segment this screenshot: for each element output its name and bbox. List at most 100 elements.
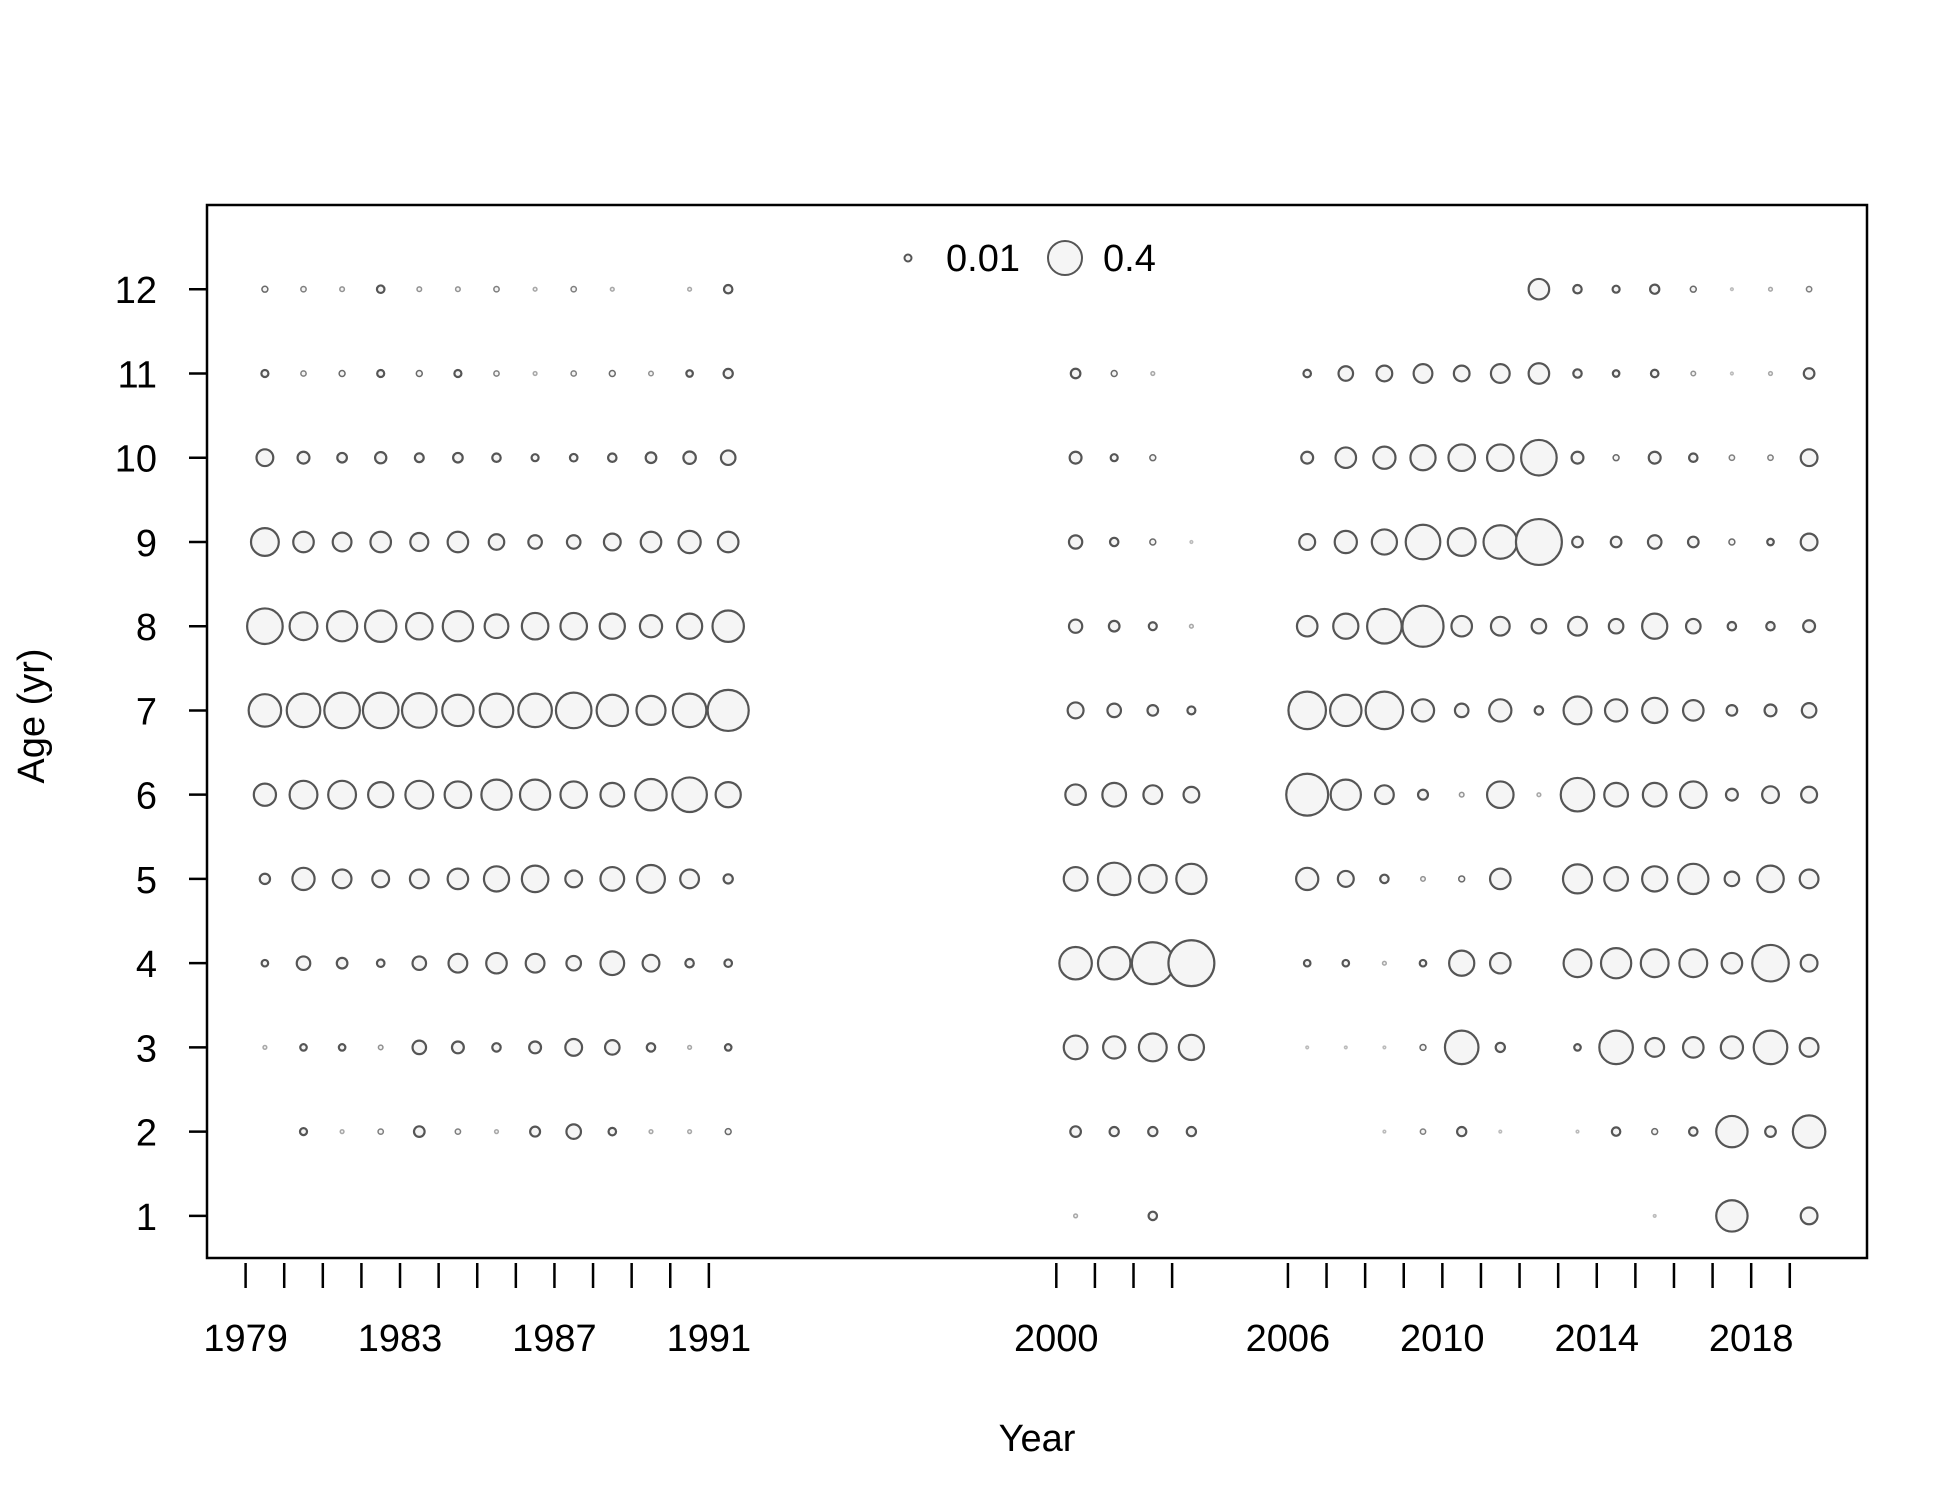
bubble-marker bbox=[1064, 783, 1087, 807]
x-tick-label: 2018 bbox=[1709, 1318, 1794, 1360]
bubble-marker bbox=[1295, 614, 1319, 638]
bubble-marker bbox=[255, 448, 275, 468]
bubble-marker bbox=[1527, 277, 1551, 301]
bubble-marker bbox=[1561, 863, 1594, 895]
bubble-marker bbox=[1609, 535, 1623, 549]
bubble-marker bbox=[1149, 453, 1157, 462]
y-tick-label: 9 bbox=[136, 523, 157, 565]
bubble-marker bbox=[568, 452, 579, 463]
bubble-marker bbox=[482, 865, 511, 893]
bubble-marker bbox=[1799, 1206, 1819, 1226]
bubble-marker bbox=[1366, 607, 1403, 645]
y-tick-label: 1 bbox=[136, 1197, 157, 1239]
bubble-marker bbox=[400, 692, 438, 729]
bubble-marker bbox=[1137, 863, 1168, 894]
bubble-marker bbox=[1572, 368, 1583, 379]
bubble-marker bbox=[285, 692, 322, 729]
bubble-marker bbox=[1482, 524, 1519, 560]
bubble-marker bbox=[1681, 1036, 1705, 1059]
bubble-marker bbox=[1802, 619, 1817, 634]
bubble-marker bbox=[450, 1040, 465, 1055]
bubble-marker bbox=[1649, 283, 1661, 295]
bubble-marker bbox=[1485, 780, 1515, 810]
bubble-marker bbox=[1573, 1043, 1582, 1052]
bubble-marker bbox=[1571, 535, 1584, 549]
bubble-marker bbox=[249, 526, 280, 557]
bubble-marker bbox=[1514, 517, 1563, 567]
bubble-marker bbox=[1379, 873, 1390, 885]
bubble-marker bbox=[325, 609, 359, 643]
bubble-marker bbox=[1494, 1041, 1506, 1054]
bubble-marker bbox=[1799, 448, 1819, 468]
bubble-marker bbox=[336, 451, 348, 464]
bubble-marker bbox=[323, 691, 361, 730]
bubble-marker bbox=[1724, 787, 1739, 802]
bubble-marker bbox=[1068, 450, 1083, 465]
bubble-marker bbox=[635, 863, 666, 894]
bubble-marker bbox=[441, 693, 475, 728]
bubble-marker bbox=[1611, 284, 1621, 294]
bubble-marker bbox=[1069, 1125, 1082, 1138]
bubble-marker bbox=[252, 782, 278, 807]
bubble-marker bbox=[1611, 369, 1621, 378]
bubble-marker bbox=[331, 868, 353, 890]
bubble-marker bbox=[607, 1126, 618, 1137]
bubble-marker bbox=[483, 613, 510, 640]
bubble-marker bbox=[1728, 538, 1736, 546]
bubble-marker bbox=[559, 780, 589, 810]
bubble-marker bbox=[1418, 958, 1428, 968]
bubble-marker bbox=[408, 868, 430, 890]
bubble-marker bbox=[1108, 536, 1120, 548]
bubble-marker bbox=[685, 369, 694, 378]
legend-label-small: 0.01 bbox=[946, 238, 1020, 280]
bubble-marker bbox=[1572, 283, 1583, 295]
bubble-marker bbox=[1678, 780, 1708, 810]
bubble-marker bbox=[724, 1127, 732, 1136]
y-tick-label: 12 bbox=[115, 270, 157, 312]
bubble-marker bbox=[1149, 538, 1157, 546]
x-tick-label: 1987 bbox=[512, 1318, 597, 1360]
bubble-marker bbox=[1458, 791, 1465, 798]
bubble-marker bbox=[719, 449, 737, 467]
bubble-marker bbox=[1096, 945, 1132, 981]
legend-label-large: 0.4 bbox=[1103, 238, 1156, 280]
bubble-marker bbox=[454, 1128, 462, 1135]
bubble-marker bbox=[1767, 370, 1774, 377]
x-tick-label: 2006 bbox=[1246, 1318, 1331, 1360]
bubble-marker bbox=[1752, 1029, 1789, 1066]
bubble-marker bbox=[645, 1042, 657, 1053]
bubble-marker bbox=[1300, 450, 1315, 465]
bubble-marker bbox=[1802, 367, 1816, 380]
bubble-marker bbox=[565, 534, 582, 550]
bubble-marker bbox=[528, 1040, 543, 1055]
bubble-marker bbox=[298, 1126, 309, 1137]
bubble-marker bbox=[1766, 537, 1775, 547]
bubble-marker bbox=[1416, 788, 1430, 801]
bubble-marker bbox=[1598, 1029, 1634, 1066]
bubble-marker bbox=[1489, 615, 1511, 637]
bubble-marker bbox=[570, 285, 578, 293]
bubble-marker bbox=[671, 776, 708, 814]
bubble-marker bbox=[1302, 368, 1313, 379]
bubble-marker bbox=[1647, 450, 1662, 465]
bubble-marker bbox=[1533, 705, 1545, 716]
bubble-marker bbox=[1751, 943, 1790, 983]
bubble-marker bbox=[1729, 287, 1734, 292]
bubble-marker bbox=[648, 1128, 654, 1135]
bubble-marker bbox=[1650, 1127, 1659, 1136]
bubble-marker bbox=[1575, 1129, 1580, 1134]
bubble-marker bbox=[299, 1043, 308, 1052]
bubble-marker bbox=[634, 777, 668, 812]
bubble-marker bbox=[1404, 523, 1442, 561]
bubble-marker bbox=[300, 285, 307, 293]
bubble-marker bbox=[1096, 861, 1132, 897]
bubble-marker bbox=[1409, 444, 1437, 472]
bubble-marker bbox=[603, 1039, 621, 1056]
x-axis: 1979 1983 1987 1991 2000 2006 2010 2014 2018 bbox=[203, 1263, 1793, 1360]
bubble-marker bbox=[260, 368, 270, 379]
bubble-marker bbox=[493, 1128, 500, 1135]
bubble-marker bbox=[1485, 443, 1515, 473]
bubble-marker bbox=[716, 530, 740, 554]
bubble-marker bbox=[532, 286, 538, 292]
